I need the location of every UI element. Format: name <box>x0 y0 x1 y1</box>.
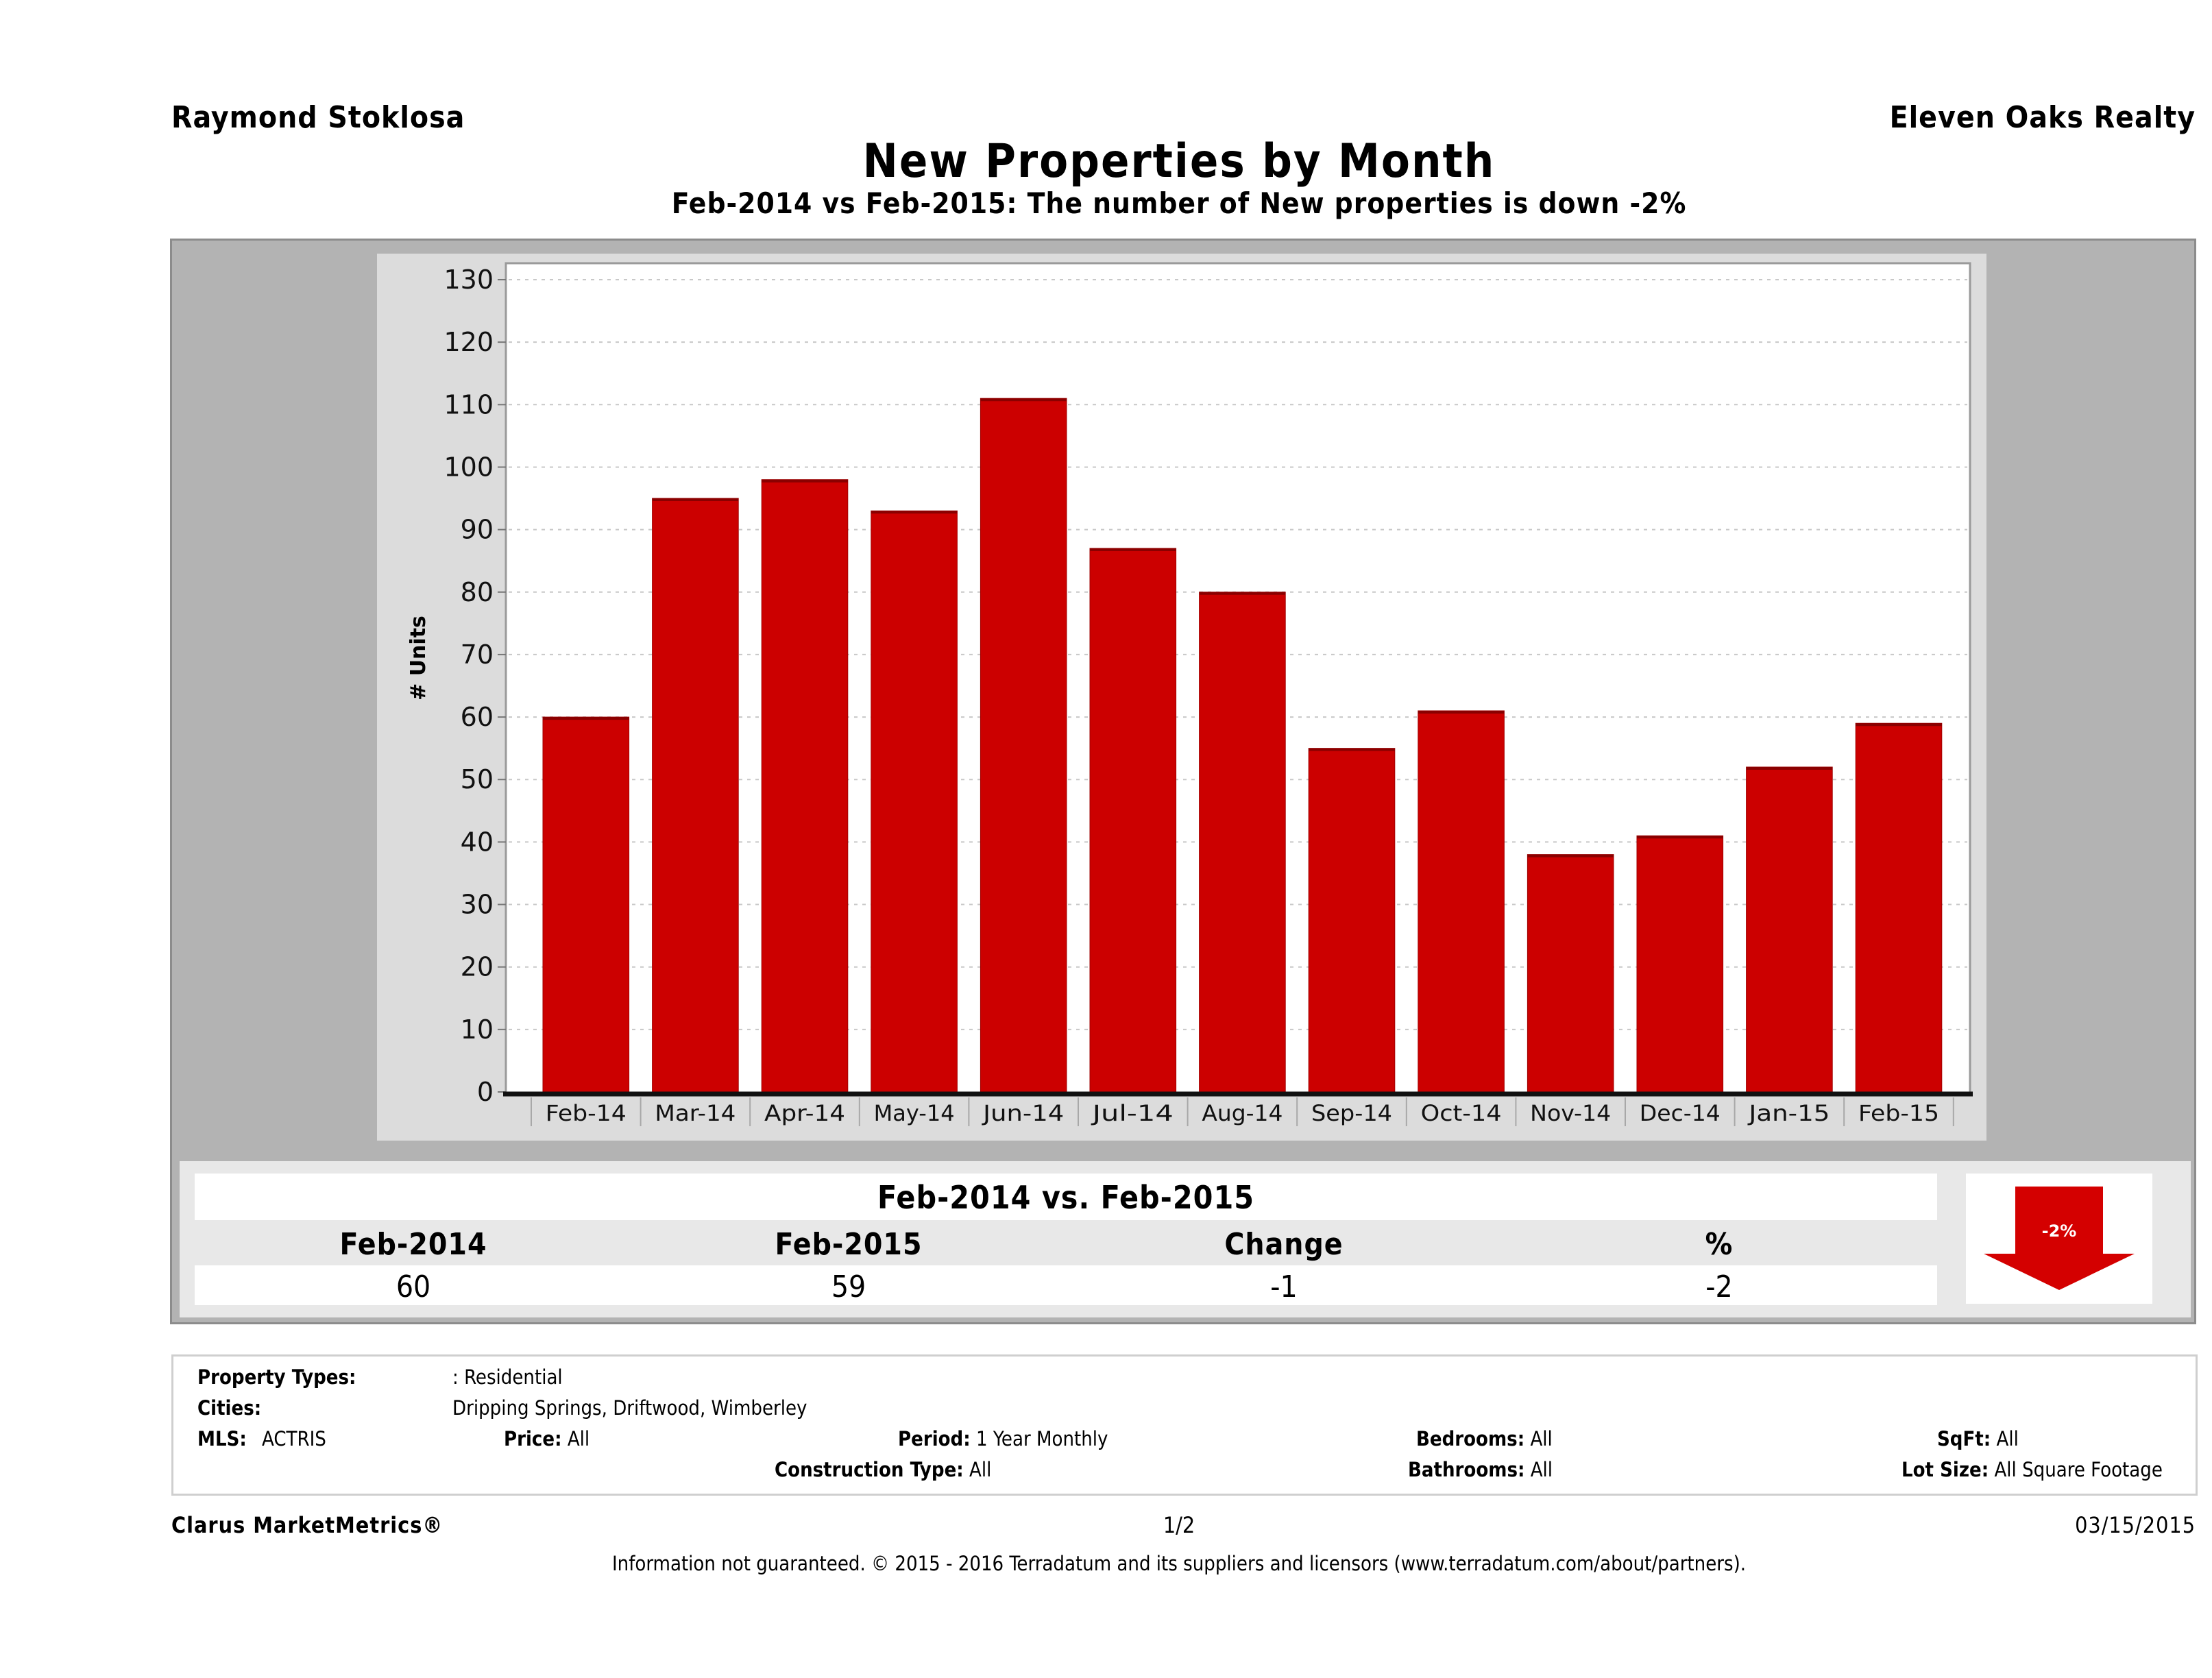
summary-value-change: -1 <box>1270 1269 1298 1304</box>
summary-value-feb-2015: 59 <box>831 1269 866 1304</box>
x-tick-label: Oct-14 <box>1421 1100 1502 1126</box>
bar-dec-14 <box>1636 835 1724 1093</box>
bar-mar-14 <box>652 498 739 1093</box>
property-types-label: Property Types: <box>197 1365 356 1389</box>
bar-nov-14 <box>1527 854 1614 1093</box>
report-filters <box>171 1354 2198 1496</box>
summary-value-feb-2014: 60 <box>396 1269 431 1304</box>
cities-value: Dripping Springs, Driftwood, Wimberley <box>452 1396 807 1420</box>
cities-label: Cities: <box>197 1396 262 1420</box>
y-tick-label: 70 <box>461 640 494 670</box>
summary-title-row <box>195 1174 1937 1220</box>
x-tick-label: Apr-14 <box>764 1100 845 1126</box>
agent-name: Raymond Stoklosa <box>171 100 465 135</box>
y-tick-label: 40 <box>461 827 494 857</box>
lotsize-label: Lot Size: <box>1901 1458 1989 1481</box>
x-tick-label: Feb-14 <box>546 1100 627 1126</box>
construction-filter: Construction Type: All <box>775 1458 991 1481</box>
sqft-label: SqFt: <box>1937 1427 1991 1450</box>
y-tick-label: 80 <box>461 577 494 607</box>
construction-value: All <box>969 1458 992 1481</box>
y-tick-label: 10 <box>461 1014 494 1045</box>
bar-jan-15 <box>1746 766 1833 1093</box>
summary-value-row <box>195 1265 1937 1305</box>
x-tick-label: Nov-14 <box>1530 1100 1611 1126</box>
bar-chart: 0 10 20 30 40 50 60 70 80 90 100 110 120 130 Feb-14 Ma… <box>406 262 1973 1126</box>
page-subtitle: Feb-2014 vs Feb-2015: The number of New … <box>671 186 1687 220</box>
y-tick-label: 20 <box>461 952 494 982</box>
summary-header-feb-2015: Feb-2015 <box>775 1227 923 1262</box>
mls-value: ACTRIS <box>262 1427 326 1450</box>
y-tick-label: 120 <box>443 327 494 357</box>
x-tick-label: Jul-14 <box>1091 1100 1174 1126</box>
bedrooms-filter: Bedrooms: All <box>1416 1427 1553 1450</box>
y-tick-label: 60 <box>461 702 494 732</box>
bar-apr-14 <box>761 479 849 1093</box>
x-tick-label: May-14 <box>874 1100 955 1126</box>
bar-may-14 <box>871 510 958 1093</box>
x-tick-label: Jan-15 <box>1747 1100 1830 1126</box>
period-label: Period: <box>898 1427 971 1450</box>
property-types-value: : Residential <box>452 1365 563 1389</box>
y-tick-label: 90 <box>461 515 494 545</box>
bar-sep-14 <box>1308 748 1396 1093</box>
change-indicator-label: -2% <box>2042 1221 2077 1241</box>
y-tick-label: 100 <box>443 452 494 482</box>
brand-name: Clarus MarketMetrics® <box>171 1512 443 1538</box>
y-tick-label: 30 <box>461 890 494 920</box>
summary-value-percent: -2 <box>1705 1269 1733 1304</box>
lotsize-value: All Square Footage <box>1994 1458 2163 1481</box>
x-tick-label: Sep-14 <box>1311 1100 1392 1126</box>
y-axis-ticks: 0 10 20 30 40 50 60 70 80 90 100 110 120 130 <box>443 265 506 1107</box>
summary-header-row <box>195 1220 1937 1265</box>
period-filter: Period: 1 Year Monthly <box>898 1427 1108 1450</box>
summary-header-change: Change <box>1224 1227 1344 1262</box>
bedrooms-value: All <box>1530 1427 1553 1450</box>
page-number: 1/2 <box>1163 1512 1195 1538</box>
bar-aug-14 <box>1199 592 1286 1093</box>
y-tick-label: 110 <box>443 389 494 420</box>
bathrooms-value: All <box>1530 1458 1553 1481</box>
summary-header-feb-2014: Feb-2014 <box>339 1227 487 1262</box>
disclaimer: Information not guaranteed. © 2015 - 201… <box>611 1552 1747 1575</box>
bar-jul-14 <box>1089 548 1177 1093</box>
sqft-filter: SqFt: All <box>1937 1427 2019 1450</box>
down-arrow-icon: -2% <box>1984 1187 2135 1290</box>
lotsize-filter: Lot Size: All Square Footage <box>1901 1458 2163 1481</box>
y-tick-label: 50 <box>461 764 494 794</box>
price-value: All <box>567 1427 590 1450</box>
x-tick-label: Mar-14 <box>655 1100 736 1126</box>
summary-title: Feb-2014 vs. Feb-2015 <box>877 1179 1255 1216</box>
page-title: New Properties by Month <box>862 134 1496 189</box>
company-name: Eleven Oaks Realty <box>1889 100 2196 135</box>
bar-oct-14 <box>1418 710 1505 1093</box>
change-indicator: -2% <box>1966 1174 2152 1304</box>
y-tick-label: 130 <box>443 265 494 295</box>
x-tick-label: Dec-14 <box>1640 1100 1721 1126</box>
y-axis-label: # Units <box>406 616 430 701</box>
x-tick-label: Aug-14 <box>1202 1100 1283 1126</box>
bars <box>542 398 1943 1093</box>
x-tick-label: Jun-14 <box>982 1100 1064 1126</box>
price-filter: Price: All <box>504 1427 590 1450</box>
mls-label: MLS: <box>197 1427 247 1450</box>
bathrooms-label: Bathrooms: <box>1408 1458 1525 1481</box>
summary-header-percent: % <box>1705 1227 1734 1262</box>
bar-feb-14 <box>542 716 630 1093</box>
bar-feb-15 <box>1855 722 1943 1093</box>
period-value: 1 Year Monthly <box>975 1427 1108 1450</box>
report-date: 03/15/2015 <box>2075 1512 2196 1538</box>
price-label: Price: <box>504 1427 562 1450</box>
construction-label: Construction Type: <box>775 1458 964 1481</box>
x-tick-label: Feb-15 <box>1858 1100 1939 1126</box>
bathrooms-filter: Bathrooms: All <box>1408 1458 1553 1481</box>
y-tick-label: 0 <box>477 1077 494 1107</box>
x-axis-ticks: Feb-14 Mar-14 Apr-14 May-14 Jun-14 Jul-14 Aug-… <box>503 1091 1973 1126</box>
bedrooms-label: Bedrooms: <box>1416 1427 1525 1450</box>
sqft-value: All <box>1996 1427 2019 1450</box>
bar-jun-14 <box>980 398 1067 1093</box>
